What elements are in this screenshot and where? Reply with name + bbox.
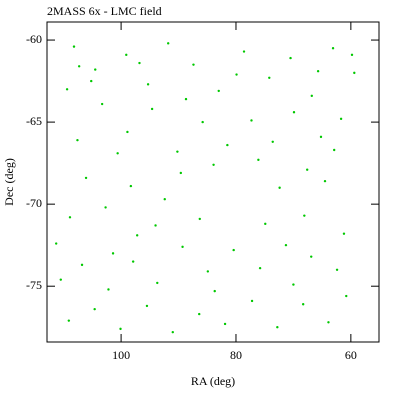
point (176, 150, 179, 153)
point (126, 130, 129, 134)
point (242, 50, 246, 53)
point (206, 270, 210, 273)
point (111, 252, 115, 255)
point (100, 102, 104, 106)
plot-frame (46, 21, 380, 343)
point (319, 135, 323, 139)
point (258, 266, 262, 270)
y-axis-label: Dec (deg) (2, 158, 16, 206)
point (145, 304, 149, 308)
point (226, 143, 229, 147)
y-tick-label: -65 (26, 114, 42, 128)
point (292, 283, 295, 286)
point (72, 45, 76, 48)
x-tick-label: 80 (230, 348, 242, 362)
point (107, 288, 110, 291)
point (163, 198, 166, 201)
point (250, 119, 253, 122)
point (129, 184, 133, 188)
point (80, 263, 84, 267)
point (119, 327, 122, 331)
point (156, 281, 159, 285)
point (201, 120, 204, 124)
point (77, 65, 81, 68)
point (184, 97, 188, 101)
point (342, 232, 346, 235)
point (104, 206, 107, 209)
point (116, 152, 119, 155)
point (335, 268, 339, 271)
point (198, 312, 201, 316)
point (278, 186, 281, 189)
point (268, 76, 271, 79)
point (257, 158, 260, 162)
point (232, 248, 235, 252)
point (84, 176, 88, 180)
point (289, 56, 292, 60)
point (339, 117, 343, 121)
point (310, 255, 313, 258)
point (223, 322, 227, 326)
point (154, 224, 157, 227)
point (306, 168, 309, 171)
point (146, 83, 150, 86)
point (54, 242, 58, 245)
point (181, 245, 184, 249)
point (93, 307, 96, 311)
point (264, 222, 267, 226)
point (331, 47, 335, 50)
point (332, 148, 336, 152)
point (353, 71, 356, 75)
point (65, 88, 69, 91)
point (301, 303, 305, 306)
point (179, 171, 183, 175)
point (350, 53, 354, 57)
point (192, 63, 195, 66)
point (345, 294, 348, 298)
point (166, 42, 170, 45)
point (250, 299, 254, 303)
point (217, 89, 220, 93)
y-tick-label: -60 (26, 32, 42, 46)
point (150, 107, 154, 111)
point (67, 319, 71, 322)
point (327, 321, 330, 324)
point (125, 53, 128, 57)
point (292, 111, 296, 114)
point (171, 330, 174, 334)
point (213, 289, 216, 293)
points (54, 42, 356, 334)
y-tick-label: -75 (26, 278, 42, 292)
point (303, 214, 306, 217)
point (235, 73, 238, 76)
point (310, 94, 313, 98)
chart-title: 2MASS 6x - LMC field (47, 4, 162, 18)
point (135, 234, 139, 237)
x-tick-label: 100 (112, 348, 130, 362)
x-tick-label: 60 (345, 348, 357, 362)
point (76, 138, 79, 142)
point (284, 243, 288, 247)
point (68, 216, 72, 219)
x-axis-label: RA (deg) (191, 374, 235, 388)
y-tick-label: -70 (26, 196, 42, 210)
point (94, 68, 97, 71)
point (212, 163, 215, 166)
point (271, 140, 274, 143)
point (138, 61, 141, 65)
point (131, 260, 135, 263)
point (59, 278, 62, 281)
point (90, 79, 93, 83)
point (323, 179, 327, 183)
point (316, 70, 320, 73)
point (276, 326, 279, 329)
point (198, 217, 201, 221)
